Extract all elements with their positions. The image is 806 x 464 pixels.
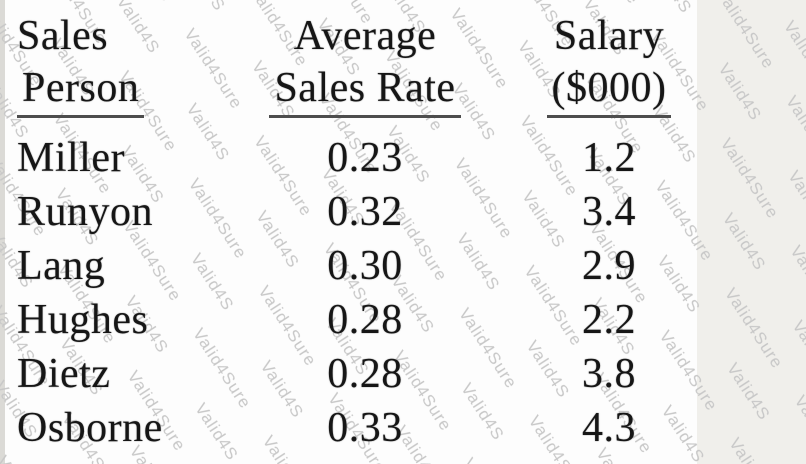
- sales-table: Sales Person Average Sales Rate Salary (…: [0, 10, 740, 455]
- table-row: Hughes 0.28 2.2: [0, 293, 740, 347]
- sales-table-body: Miller 0.23 1.2 Runyon 0.32 3.4 Lang 0.3…: [0, 122, 740, 455]
- header-line2-underlined: Person: [17, 62, 145, 118]
- cell-person: Runyon: [17, 189, 154, 235]
- cell-rate: 0.30: [327, 243, 403, 289]
- cell-salary: 4.3: [582, 405, 636, 451]
- cell-person: Osborne: [17, 405, 163, 451]
- table-row: Dietz 0.28 3.8: [0, 347, 740, 401]
- sales-table-header: Sales Person Average Sales Rate Salary (…: [0, 10, 740, 122]
- cell-salary: 1.2: [582, 135, 636, 181]
- cell-rate: 0.23: [327, 135, 403, 181]
- column-header-average-sales-rate: Average Sales Rate: [252, 10, 478, 122]
- cell-salary: 2.2: [582, 297, 636, 343]
- cell-person: Miller: [17, 135, 125, 181]
- table-row: Miller 0.23 1.2: [0, 122, 740, 185]
- cell-rate: 0.32: [327, 189, 403, 235]
- column-header-salary: Salary ($000): [478, 10, 740, 122]
- table-row: Osborne 0.33 4.3: [0, 401, 740, 455]
- cell-rate: 0.28: [327, 297, 403, 343]
- cell-person: Dietz: [17, 351, 111, 397]
- header-row: Sales Person Average Sales Rate Salary (…: [0, 10, 740, 122]
- column-header-sales-person: Sales Person: [0, 10, 252, 122]
- header-line1: Salary: [553, 13, 665, 59]
- table-row: Runyon 0.32 3.4: [0, 185, 740, 239]
- cell-rate: 0.33: [327, 405, 403, 451]
- header-line2-underlined: ($000): [546, 62, 672, 118]
- table-row: Lang 0.30 2.9: [0, 239, 740, 293]
- cell-salary: 2.9: [582, 243, 636, 289]
- cell-person: Lang: [17, 243, 106, 289]
- header-line2-underlined: Sales Rate: [269, 62, 461, 118]
- cell-rate: 0.28: [327, 351, 403, 397]
- cell-salary: 3.4: [582, 189, 636, 235]
- cell-salary: 3.8: [582, 351, 636, 397]
- header-line1: Sales: [17, 13, 109, 59]
- header-line1: Average: [293, 13, 437, 59]
- cell-person: Hughes: [17, 297, 149, 343]
